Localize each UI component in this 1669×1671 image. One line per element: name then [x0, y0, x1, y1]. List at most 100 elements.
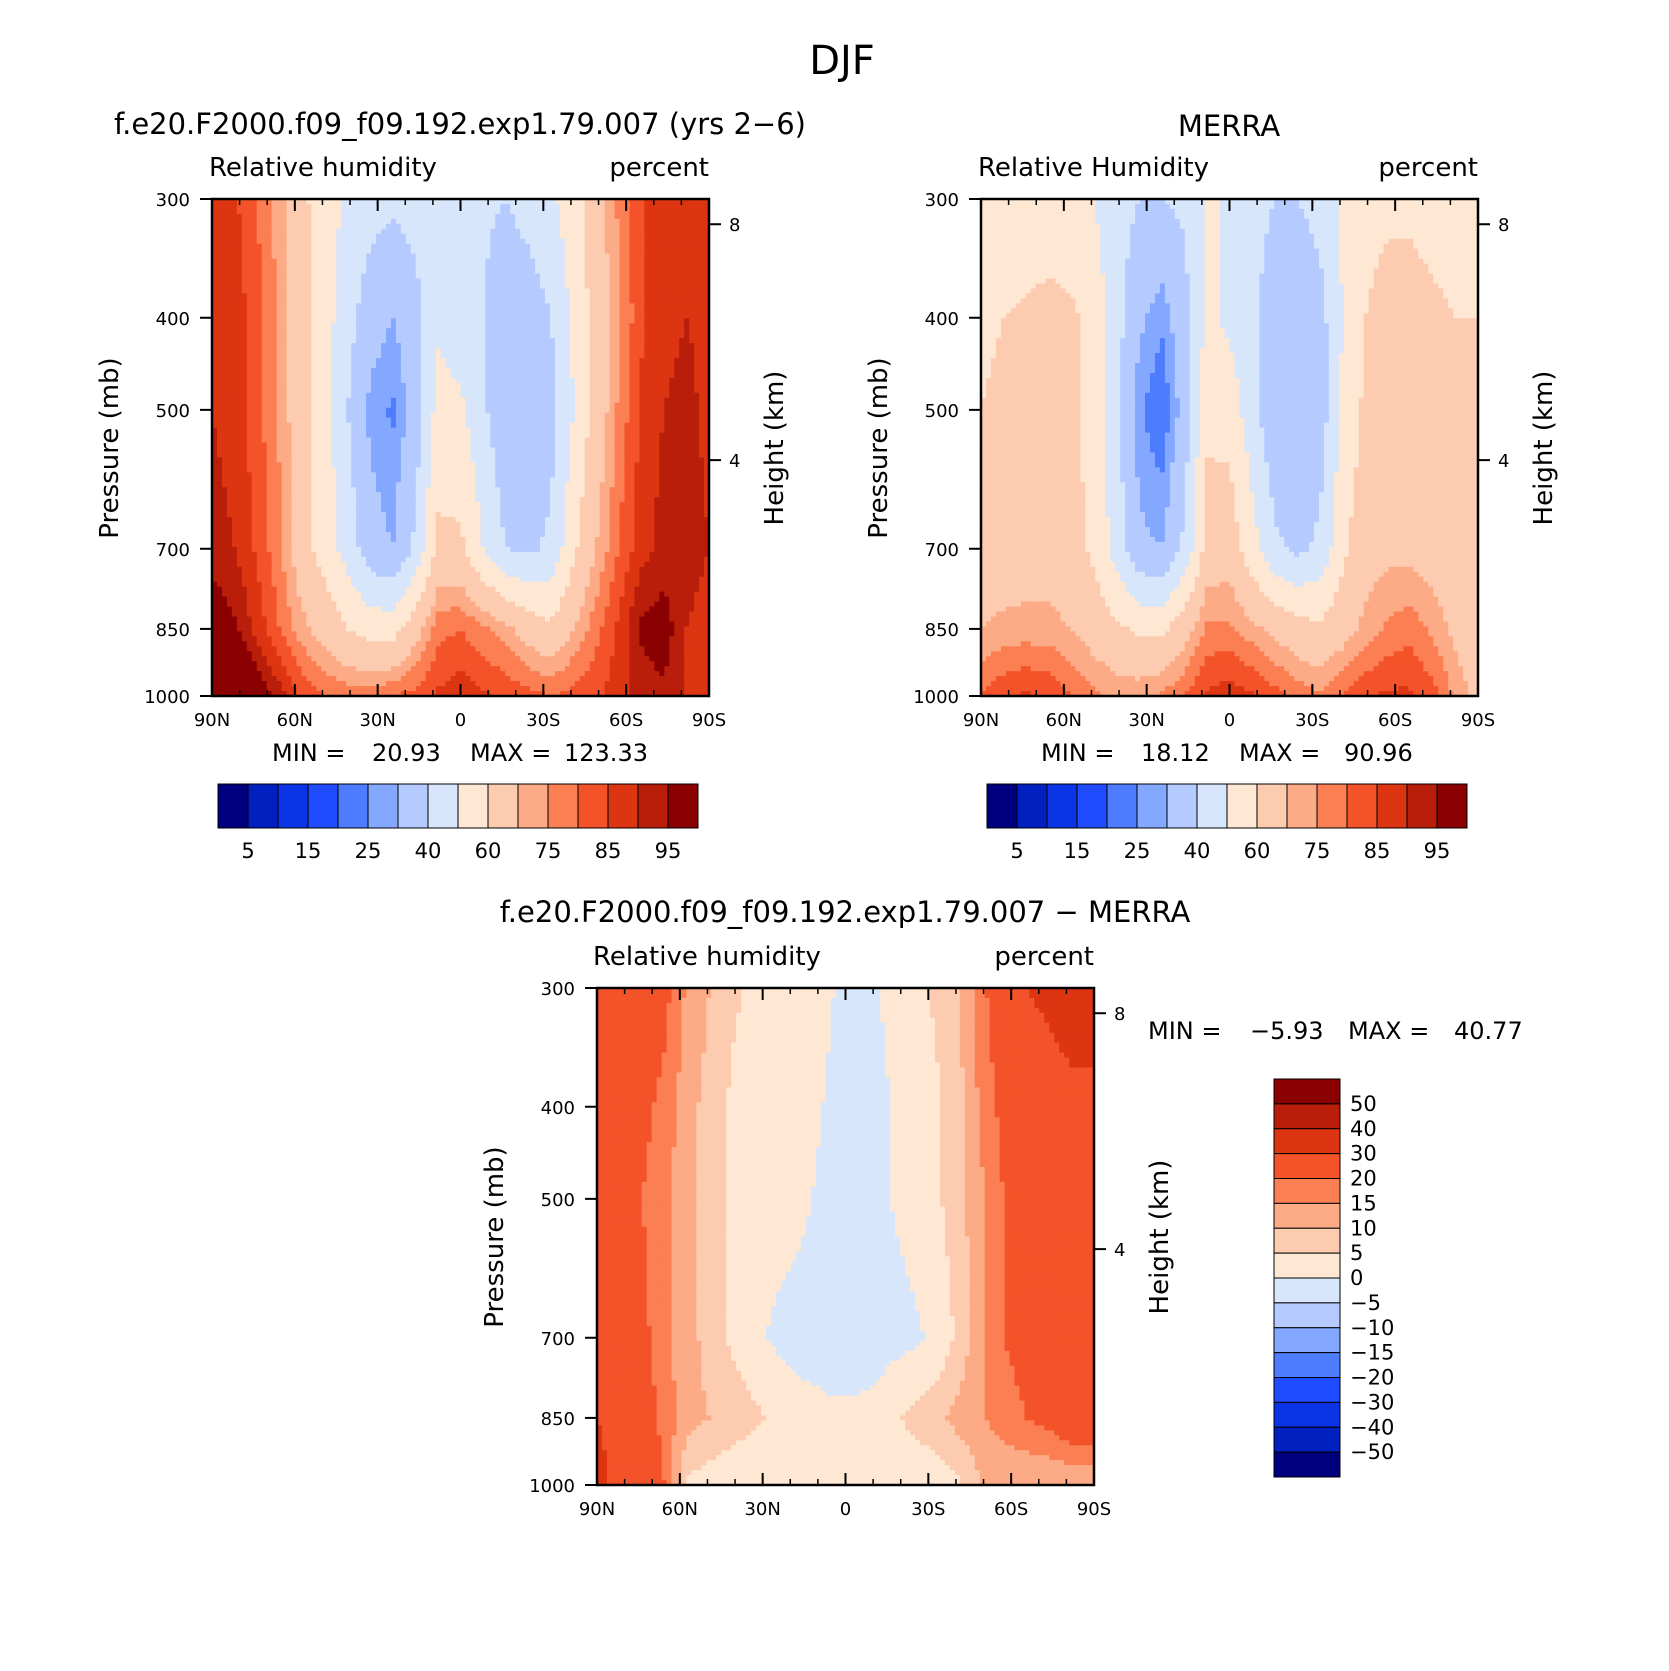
field-cell [619, 313, 626, 319]
field-cell [276, 377, 283, 384]
field-cell [544, 218, 551, 225]
field-cell [266, 427, 273, 434]
field-cell [704, 308, 710, 314]
field-cell [316, 432, 322, 439]
field-cell [415, 442, 422, 449]
field-cell [246, 358, 253, 364]
field-cell [356, 387, 362, 394]
field-cell [654, 253, 660, 260]
field-cell [415, 298, 422, 304]
field-cell [371, 348, 377, 354]
field-cell [261, 372, 268, 379]
field-cell [490, 308, 496, 314]
field-cell [216, 402, 223, 409]
field-cell [520, 437, 526, 444]
field-cell [674, 308, 680, 314]
field-cell [316, 293, 322, 299]
field-cell [326, 238, 332, 245]
field-cell [674, 199, 680, 205]
field-cell [699, 233, 705, 240]
field-cell [226, 437, 233, 444]
field-cell [535, 293, 541, 299]
field-cell [286, 358, 293, 364]
field-cell [400, 218, 407, 225]
field-cell [395, 392, 402, 399]
field-cell [659, 318, 665, 324]
field-cell [256, 367, 263, 374]
field-cell [415, 412, 422, 419]
field-cell [385, 382, 392, 389]
field-cell [639, 407, 645, 414]
field-cell [505, 278, 511, 285]
field-cell [624, 263, 631, 270]
field-cell [440, 298, 447, 304]
field-cell [415, 328, 422, 334]
field-cell [669, 397, 675, 404]
field-cell [385, 253, 392, 260]
field-cell [376, 203, 382, 210]
field-cell [420, 333, 427, 339]
field-cell [231, 372, 238, 379]
field-cell [639, 392, 645, 399]
field-cell [276, 323, 283, 329]
field-cell [376, 392, 382, 399]
field-cell [440, 208, 447, 215]
field-cell [490, 358, 496, 364]
field-cell [346, 407, 352, 414]
field-cell [385, 407, 392, 414]
field-cell [684, 353, 690, 359]
field-cell [644, 268, 650, 275]
field-cell [624, 243, 631, 250]
field-cell [614, 213, 621, 220]
field-cell [644, 318, 650, 324]
field-cell [380, 382, 387, 389]
field-cell [351, 283, 357, 290]
field-cell [520, 318, 526, 324]
field-cell [336, 363, 342, 369]
field-cell [450, 397, 457, 404]
field-cell [266, 363, 273, 369]
field-cell [316, 218, 322, 225]
field-cell [450, 442, 457, 449]
field-cell [385, 397, 392, 404]
field-cell [654, 263, 660, 270]
field-cell [470, 382, 477, 389]
field-cell [490, 293, 496, 299]
field-cell [634, 313, 641, 319]
field-cell [689, 263, 695, 270]
field-cell [530, 348, 536, 354]
field-cell [699, 253, 705, 260]
field-cell [679, 318, 685, 324]
field-cell [251, 238, 258, 245]
field-cell [589, 199, 596, 205]
field-cell [475, 288, 481, 295]
field-cell [594, 442, 601, 449]
field-cell [564, 377, 571, 384]
field-cell [460, 228, 467, 235]
field-cell [520, 407, 526, 414]
field-cell [221, 358, 228, 364]
field-cell [430, 367, 437, 374]
field-cell [455, 323, 462, 329]
field-cell [594, 313, 601, 319]
field-cell [475, 228, 481, 235]
field-cell [336, 417, 342, 424]
field-cell [226, 283, 233, 290]
field-cell [455, 392, 462, 399]
field-cell [604, 338, 611, 344]
field-cell [395, 328, 402, 334]
field-cell [400, 402, 407, 409]
field-cell [316, 363, 322, 369]
field-cell [629, 437, 636, 444]
field-cell [281, 283, 288, 290]
field-cell [574, 303, 581, 309]
field-cell [654, 318, 660, 324]
field-cell [704, 303, 710, 309]
field-cell [694, 412, 700, 419]
field-cell [629, 313, 636, 319]
field-cell [544, 263, 551, 270]
field-cell [515, 392, 521, 399]
field-cell [599, 238, 606, 245]
field-cell [251, 253, 258, 260]
field-cell [236, 233, 243, 240]
